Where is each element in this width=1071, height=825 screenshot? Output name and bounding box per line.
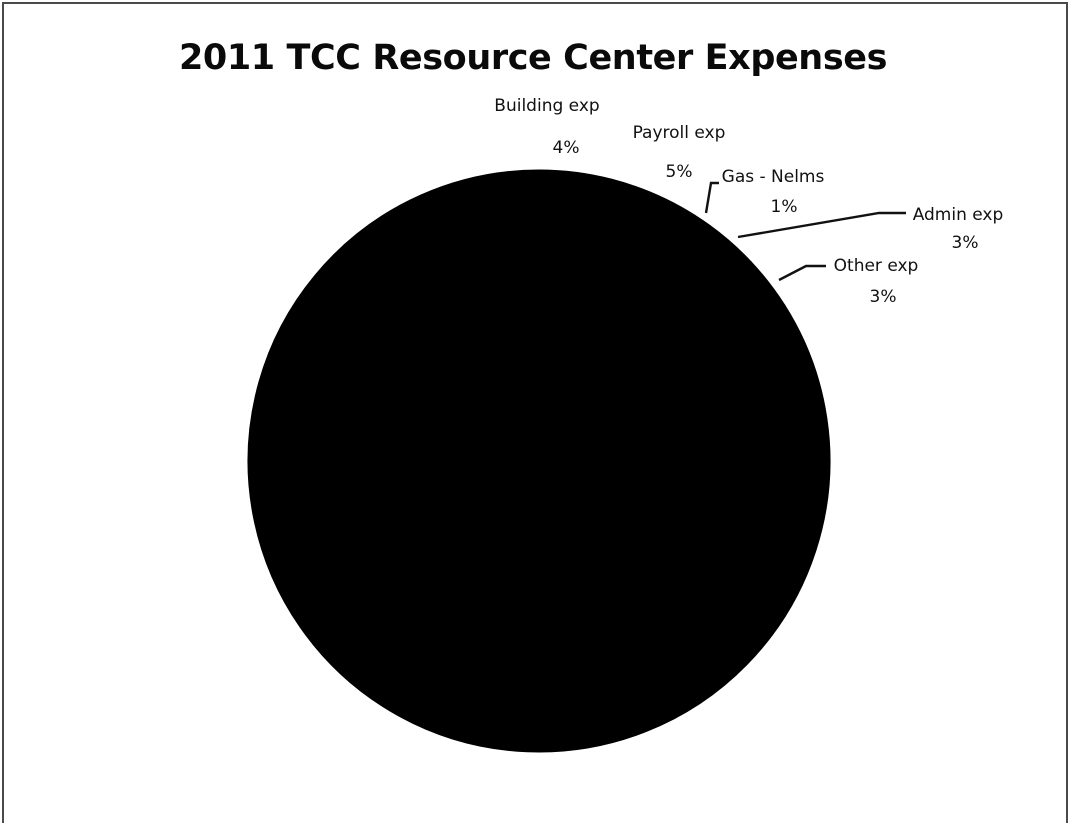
slice-label-admin-exp: Admin exp [913,205,1004,225]
pie-slice-remaining [247,169,831,753]
leader-line-gas-nelms [704,181,719,214]
slice-percent-admin-exp: 3% [952,233,979,253]
chart-title: 2011 TCC Resource Center Expenses [178,38,888,78]
slice-label-other-exp: Other exp [834,256,919,276]
slice-label-building-exp: Building exp [494,96,599,116]
slice-label-payroll-exp: Payroll exp [633,123,726,143]
slice-label-gas-nelms: Gas - Nelms [722,167,825,187]
leader-line-other-exp [778,264,826,282]
slice-percent-payroll-exp: 5% [666,162,693,182]
slice-percent-building-exp: 4% [553,138,580,158]
slice-percent-other-exp: 3% [870,287,897,307]
slice-percent-gas-nelms: 1% [771,197,798,217]
leader-line-admin-exp [737,211,906,239]
